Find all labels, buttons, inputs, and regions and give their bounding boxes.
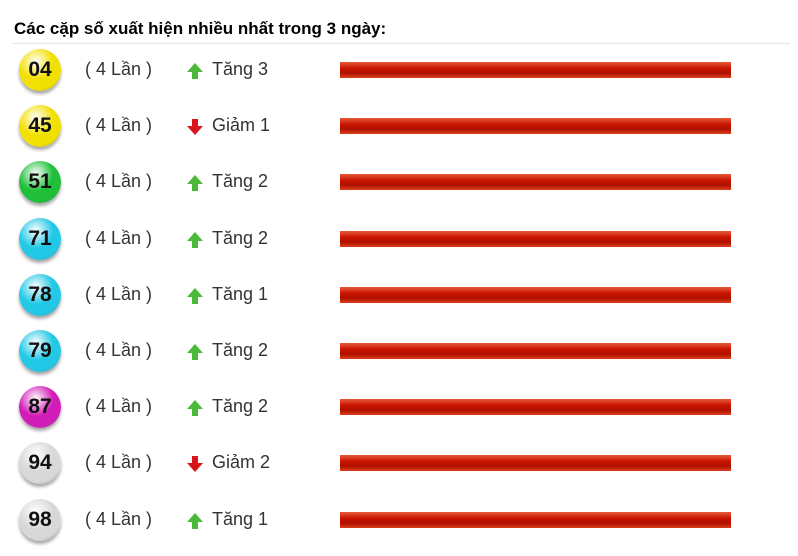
count-label: ( 4 Lần ) — [85, 452, 153, 473]
up-arrow — [187, 63, 203, 79]
down-arrow — [187, 119, 203, 136]
frequency-bar — [340, 343, 731, 359]
number-ball: 04 — [19, 49, 61, 91]
frequency-bar — [340, 174, 731, 191]
number-ball: 78 — [19, 273, 61, 316]
frequency-bar — [340, 511, 731, 528]
number-ball: 94 — [19, 442, 61, 485]
trend-label: Tăng 2 — [212, 396, 269, 417]
title: Các cặp số xuất hiện nhiều nhất trong 3 … — [14, 19, 387, 38]
trend-label: Tăng 2 — [212, 340, 269, 360]
up-arrow — [187, 175, 203, 192]
up-arrow — [187, 400, 203, 417]
up-arrow — [187, 287, 203, 304]
number-ball: 71 — [19, 217, 61, 260]
trend-label: Tăng 2 — [212, 171, 269, 192]
trend-label: Tăng 3 — [212, 59, 269, 79]
count-label: ( 4 Lần ) — [85, 227, 153, 248]
up-arrow — [187, 512, 203, 529]
down-arrow — [187, 456, 203, 473]
count-label: ( 4 Lần ) — [85, 340, 153, 360]
frequency-bar — [340, 286, 731, 303]
up-arrow — [187, 344, 203, 360]
trend-label: Tăng 1 — [212, 283, 269, 304]
number-ball: 79 — [19, 330, 61, 372]
number-ball: 98 — [19, 498, 61, 541]
count-label: ( 4 Lần ) — [85, 396, 153, 417]
trend-label: Tăng 2 — [212, 227, 269, 248]
trend-label: Giảm 1 — [212, 115, 271, 136]
number-ball: 51 — [19, 161, 61, 204]
divider — [12, 43, 790, 44]
frequency-bar — [340, 230, 731, 247]
trend-label: Tăng 1 — [212, 508, 269, 529]
trend-label: Giảm 2 — [212, 452, 271, 473]
frequency-bar — [340, 399, 731, 416]
count-label: ( 4 Lần ) — [85, 115, 153, 136]
count-label: ( 4 Lần ) — [85, 283, 153, 304]
count-label: ( 4 Lần ) — [85, 508, 153, 529]
number-ball: 87 — [19, 386, 61, 429]
frequency-bar — [340, 118, 731, 135]
frequency-bar — [340, 455, 731, 472]
count-label: ( 4 Lần ) — [85, 59, 153, 79]
frequency-bar — [340, 62, 731, 78]
count-label: ( 4 Lần ) — [85, 171, 153, 192]
number-ball: 45 — [19, 105, 61, 148]
up-arrow — [187, 231, 203, 248]
